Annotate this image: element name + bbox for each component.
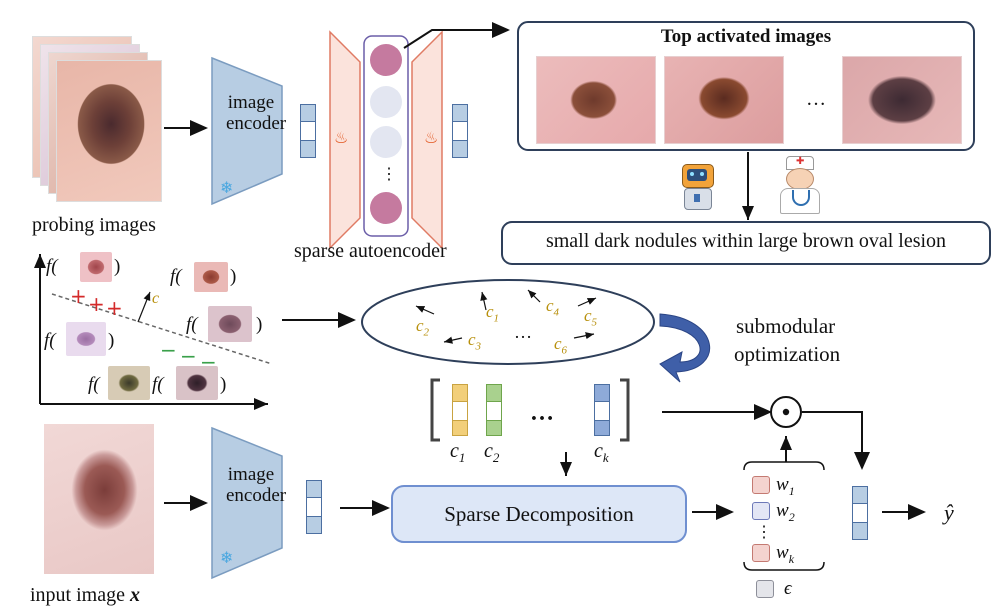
image-encoder-top	[211, 56, 283, 206]
concept-vector-label: c	[152, 290, 160, 307]
probing-images-label: probing images	[32, 214, 156, 236]
probing-image-front	[56, 60, 162, 202]
matrix-label-c2: c2	[484, 440, 500, 465]
neuron-inactive-2	[370, 126, 402, 158]
activated-image-2	[664, 56, 784, 144]
matrix-label-ck: ck	[594, 440, 609, 465]
snowflake-icon: ❄	[220, 178, 234, 197]
scatter-image-6	[176, 366, 218, 400]
concept-label-c1: c1	[486, 302, 500, 325]
weight-label-w2: w2	[776, 500, 795, 524]
concept-ellipse	[361, 279, 655, 365]
concept-column-ck	[594, 384, 610, 436]
minus-sign: −	[160, 338, 177, 362]
scatter-image-3	[208, 306, 252, 342]
epsilon-label: ϵ	[784, 578, 792, 599]
plus-sign: +	[106, 296, 123, 320]
scatter-image-4	[66, 322, 106, 356]
prediction-yhat: ŷ	[944, 500, 954, 525]
weight-cell-w2	[752, 502, 770, 520]
description-box	[501, 221, 991, 265]
feature-vector-reconstructed	[452, 104, 468, 158]
plus-sign: +	[88, 292, 105, 316]
neuron-active-1	[370, 44, 402, 76]
concept-column-c1	[452, 384, 468, 436]
weight-label-wk: wk	[776, 542, 795, 566]
weight-cell-wk	[752, 544, 770, 562]
submodular-label-1: submodular	[736, 314, 836, 338]
minus-sign: −	[200, 350, 217, 374]
scatter-point-label: f(	[44, 330, 56, 351]
activated-image-3	[842, 56, 962, 144]
scatter-point-label: f(	[88, 374, 100, 395]
snowflake-icon: ❄	[220, 548, 234, 567]
concept-label-c6: c6	[554, 334, 568, 357]
input-image	[44, 424, 154, 574]
weight-cell-w1	[752, 476, 770, 494]
matrix-dots: …	[530, 400, 554, 426]
image-encoder-top-label: image encoder	[226, 92, 287, 134]
scatter-point-label: f(	[46, 256, 58, 277]
scatter-image-5	[108, 366, 150, 400]
sae-encoder-part	[329, 30, 361, 250]
doctor-icon: ✚	[776, 156, 822, 214]
concept-label-c5: c5	[584, 306, 598, 329]
minus-sign: −	[180, 344, 197, 368]
scatter-image-2	[194, 262, 228, 292]
feature-vector-top	[300, 104, 316, 158]
image-encoder-bottom-label: image encoder	[226, 464, 287, 506]
concept-label-c4: c4	[546, 296, 560, 319]
concept-label-c2: c2	[416, 316, 430, 339]
concept-description: small dark nodules within large brown ov…	[545, 230, 947, 252]
concept-column-c2	[486, 384, 502, 436]
scatter-point-label: f(	[152, 374, 164, 395]
top-activated-title: Top activated images	[660, 26, 832, 47]
image-encoder-bottom	[211, 426, 283, 580]
sparse-decomposition-label: Sparse Decomposition	[444, 502, 634, 526]
sparse-autoencoder-label: sparse autoencoder	[294, 240, 447, 262]
neuron-active-2	[370, 192, 402, 224]
robot-icon	[676, 160, 718, 212]
sae-decoder-part	[411, 30, 443, 250]
flame-icon: ♨	[424, 128, 439, 147]
plus-sign: +	[70, 284, 87, 308]
neuron-inactive-1	[370, 86, 402, 118]
activated-ellipsis: …	[806, 88, 826, 110]
output-vector	[852, 486, 868, 540]
input-image-label: input image x	[30, 584, 140, 606]
scatter-point-label: f(	[170, 266, 182, 287]
neuron-vdots: ⋮	[381, 166, 397, 183]
weight-label-w1: w1	[776, 474, 795, 498]
epsilon-cell	[756, 580, 774, 598]
feature-vector-bottom	[306, 480, 322, 534]
sparse-decomposition-box	[391, 485, 687, 543]
ellipse-dots: …	[514, 322, 532, 342]
submodular-arrow	[659, 313, 711, 383]
weight-vdots: ⋮	[756, 524, 772, 541]
concept-label-c3: c3	[468, 330, 482, 353]
activated-image-1	[536, 56, 656, 144]
matrix-label-c1: c1	[450, 440, 466, 465]
scatter-image-1	[80, 252, 112, 282]
submodular-label-2: optimization	[734, 342, 841, 366]
decision-boundary	[51, 293, 273, 365]
scatter-point-label: f(	[186, 314, 198, 335]
flame-icon: ♨	[334, 128, 349, 147]
